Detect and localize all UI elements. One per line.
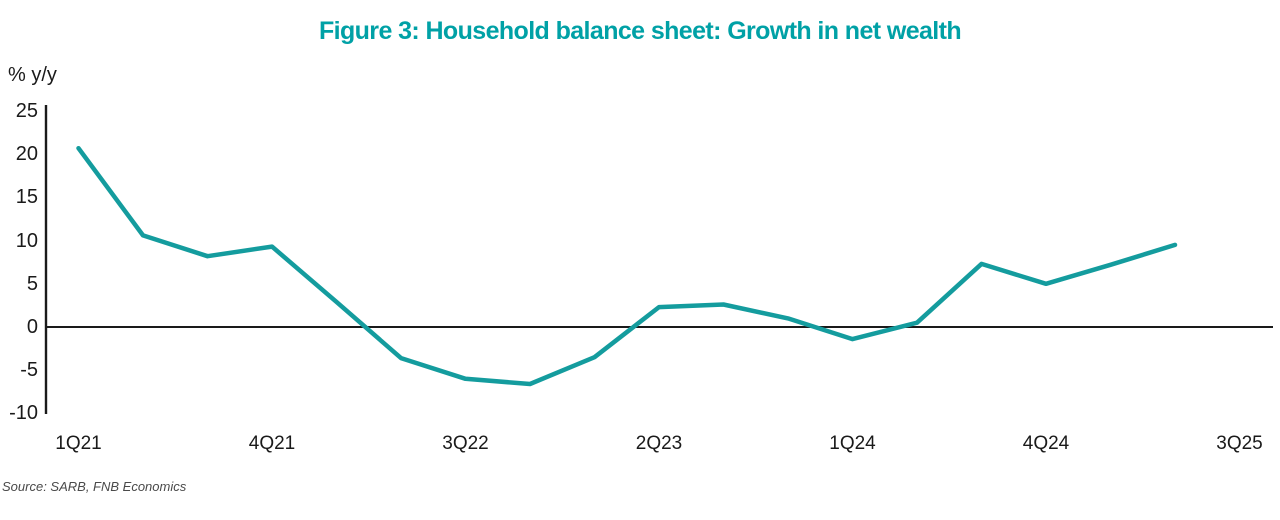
x-tick-label: 4Q24 [1022, 433, 1070, 454]
x-tick-label: 1Q21 [55, 433, 102, 454]
y-tick-label: 20 [15, 143, 38, 166]
x-tick-label: 1Q24 [829, 433, 876, 454]
source-note: Source: SARB, FNB Economics [2, 479, 187, 494]
y-tick-label: 0 [26, 316, 38, 338]
y-tick-label: -5 [20, 359, 38, 382]
x-tick-label: 2Q23 [635, 433, 683, 454]
x-tick-label: 3Q25 [1216, 433, 1263, 454]
x-tick-label: 3Q22 [442, 433, 489, 454]
y-tick-label: -10 [9, 402, 38, 425]
y-tick-label: 25 [15, 100, 38, 122]
y-tick-label: 5 [26, 272, 38, 295]
chart-title: Figure 3: Household balance sheet: Growt… [318, 17, 962, 45]
x-tick-label: 4Q21 [248, 433, 296, 454]
net-wealth-line [76, 145, 1178, 387]
y-tick-label: 10 [15, 229, 38, 252]
y-axis-unit-label: % y/y [8, 64, 57, 86]
y-tick-label: 15 [15, 186, 38, 209]
